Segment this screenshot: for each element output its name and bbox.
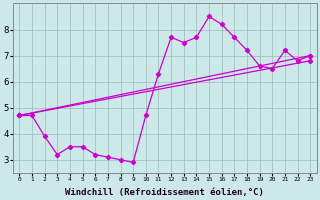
X-axis label: Windchill (Refroidissement éolien,°C): Windchill (Refroidissement éolien,°C) [65, 188, 264, 197]
